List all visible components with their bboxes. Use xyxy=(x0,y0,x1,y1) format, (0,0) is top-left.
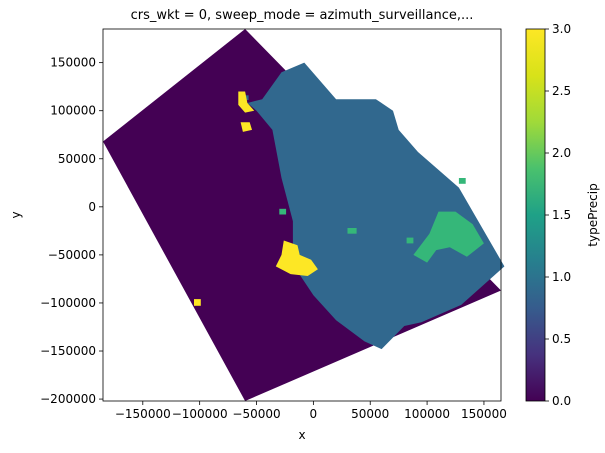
precip-region-10 xyxy=(406,237,414,244)
colorbar-tick-label: 2.0 xyxy=(552,146,571,160)
x-tick-label: 50000 xyxy=(351,407,389,421)
precip-region-7 xyxy=(458,178,466,184)
colorbar-tick-label: 1.0 xyxy=(552,270,571,284)
x-axis: −150000 −100000 −50000 0 50000 100000 150000 xyxy=(115,401,507,421)
precip-region-4 xyxy=(240,122,252,132)
precip-region-6 xyxy=(413,211,484,263)
y-axis: 150000 100000 50000 0 −50000 −100000 −150000 −2… xyxy=(40,56,103,406)
x-tick-label: 100000 xyxy=(404,407,450,421)
colorbar-gradient xyxy=(525,28,546,402)
y-tick-label: 50000 xyxy=(58,152,96,166)
y-tick-label: 0 xyxy=(88,200,96,214)
colorbar-tick-label: 0.5 xyxy=(552,332,571,346)
precip-region-8 xyxy=(347,228,357,234)
colorbar-ticks: 0.0 0.5 1.0 1.5 2.0 2.5 3.0 xyxy=(545,22,571,408)
y-tick-label: −200000 xyxy=(40,392,96,406)
precip-region-2 xyxy=(275,240,318,276)
precip-region-3 xyxy=(238,91,255,113)
precip-region-0 xyxy=(247,62,505,350)
colorbar-tick-label: 0.0 xyxy=(552,394,571,408)
precip-region-5 xyxy=(194,299,201,306)
x-axis-label: x xyxy=(298,428,305,442)
x-tick-label: −150000 xyxy=(115,407,171,421)
x-tick-label: 150000 xyxy=(461,407,507,421)
x-tick-label: 0 xyxy=(310,407,318,421)
x-tick-label: −50000 xyxy=(232,407,280,421)
colorbar-tick-label: 1.5 xyxy=(552,208,571,222)
colorbar-tick-label: 3.0 xyxy=(552,22,571,36)
y-tick-label: −150000 xyxy=(40,344,96,358)
colorbar: 0.0 0.5 1.0 1.5 2.0 2.5 3.0 typePrecip xyxy=(525,22,600,408)
y-tick-label: 100000 xyxy=(50,104,96,118)
plot-frame xyxy=(102,28,502,402)
colorbar-label: typePrecip xyxy=(586,183,600,246)
y-tick-label: −50000 xyxy=(48,248,96,262)
colorbar-tick-label: 2.5 xyxy=(552,84,571,98)
plot-area xyxy=(103,29,505,401)
x-tick-label: −100000 xyxy=(172,407,228,421)
y-axis-label: y xyxy=(9,211,23,218)
chart-title: crs_wkt = 0, sweep_mode = azimuth_survei… xyxy=(131,8,474,23)
precip-region-9 xyxy=(279,208,287,215)
y-tick-label: 150000 xyxy=(50,56,96,70)
y-tick-label: −100000 xyxy=(40,296,96,310)
